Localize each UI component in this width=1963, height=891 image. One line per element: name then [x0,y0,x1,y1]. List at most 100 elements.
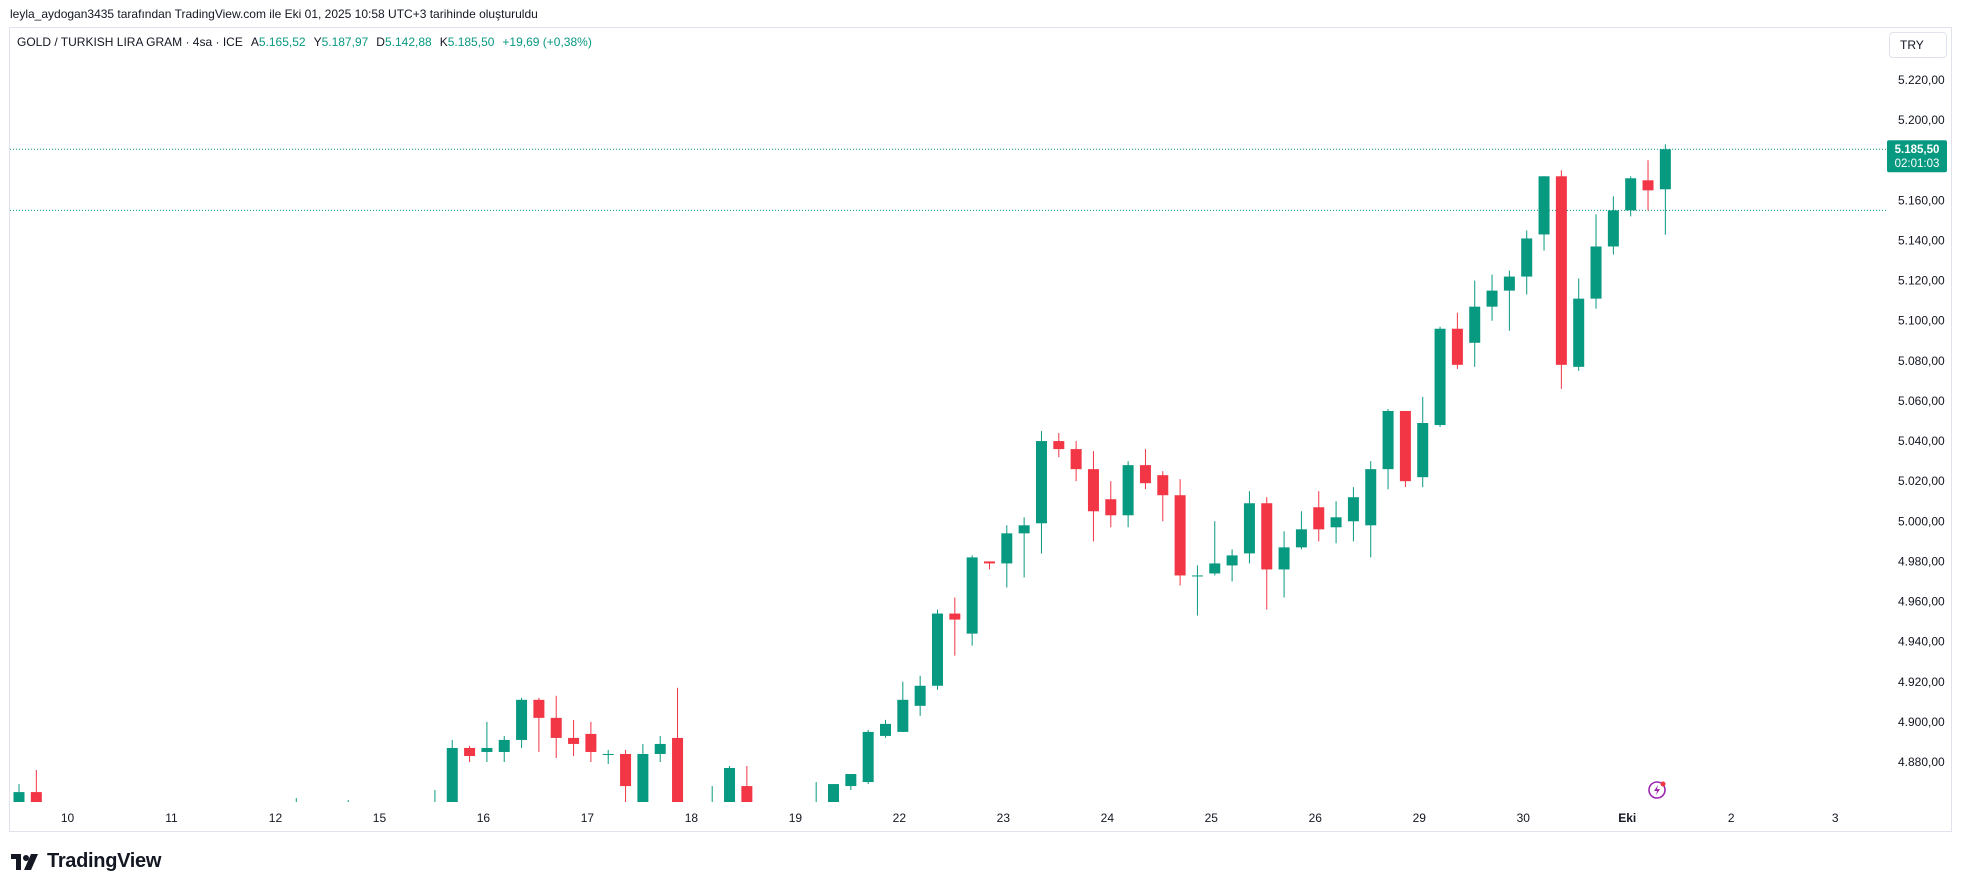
candle-up [1417,423,1429,478]
candle-up [811,802,822,803]
candle-down [1070,449,1082,470]
candle-down [30,792,42,802]
chart-caption: leyla_aydogan3435 tarafından TradingView… [10,7,538,21]
candle-up [1226,555,1238,566]
candle-up [602,753,614,755]
open-value: 5.165,52 [258,35,306,49]
candle-up [1486,290,1498,307]
x-tick-label: 25 [1205,811,1219,825]
candle-up [637,753,649,802]
candle-up [1243,503,1255,554]
x-tick-label: 30 [1517,811,1531,825]
y-tick-label: 4.920,00 [1898,675,1945,689]
candle-up [828,784,840,802]
y-tick-label: 4.880,00 [1898,755,1945,769]
high-label: Y [313,35,322,49]
y-tick-label: 5.000,00 [1898,514,1945,528]
candle-up [1191,575,1203,577]
y-tick-label: 5.120,00 [1898,274,1945,288]
candle-up [966,557,978,634]
candle-up [880,723,891,736]
y-tick-label: 5.060,00 [1898,394,1945,408]
y-tick-label: 4.960,00 [1898,595,1945,609]
y-tick-label: 4.980,00 [1898,554,1945,568]
candle-up [291,802,302,803]
y-tick-label: 5.100,00 [1898,314,1945,328]
candle-up [1521,238,1533,277]
y-tick-label: 5.160,00 [1898,193,1945,207]
x-tick-label: 10 [61,811,75,825]
candle-down [464,747,476,756]
candle-up [1538,176,1550,235]
candle-down [1139,465,1151,484]
candle-up [845,774,857,787]
close-label: K [439,35,448,49]
candle-down [983,561,995,564]
y-tick-label: 5.080,00 [1898,354,1945,368]
candle-up [13,792,25,802]
x-tick-label: 18 [685,811,699,825]
y-tick-label: 5.020,00 [1898,474,1945,488]
candle-up [1365,469,1377,526]
open-label: A [250,35,259,49]
candle-up [481,747,493,752]
x-tick-label: 12 [269,811,283,825]
x-tick-label: 26 [1309,811,1323,825]
candle-down [1105,499,1117,516]
candle-down [533,699,545,718]
candle-up [897,699,909,732]
tradingview-logo[interactable]: TradingView [11,850,161,873]
y-tick-label: 5.140,00 [1898,233,1945,247]
candle-up [498,739,510,752]
candle-down [1451,328,1463,365]
candle-down [1313,507,1325,530]
candle-down [1174,495,1186,576]
candle-down [1053,441,1065,450]
candle-up [1625,178,1637,211]
candle-down [672,737,684,802]
symbol-name[interactable]: GOLD / TURKISH LIRA GRAM · 4sa · ICE [17,35,243,49]
candle-down [1399,410,1411,482]
y-tick-label: 4.940,00 [1898,635,1945,649]
x-tick-label: 15 [373,811,387,825]
chart-frame [9,27,1952,832]
candle-up [1503,276,1515,291]
candle-up [1469,306,1481,343]
x-tick-label: Eki [1618,811,1636,825]
candle-up [1122,465,1134,516]
candle-up [1607,210,1619,247]
tradingview-logo-icon [11,853,38,870]
candle-up [1659,149,1671,190]
candle-up [1295,529,1307,548]
x-tick-label: 3 [1832,811,1839,825]
x-tick-label: 29 [1413,811,1427,825]
candle-up [707,802,718,803]
candle-up [516,699,528,740]
candle-down [568,737,580,744]
candle-down [620,753,632,787]
currency-button[interactable]: TRY [1889,32,1947,58]
y-tick-label: 5.200,00 [1898,113,1945,127]
candle-up [429,802,440,803]
candles-group [13,144,1671,803]
candle-up [1035,441,1047,524]
candle-up [724,768,736,802]
x-tick-label: 16 [477,811,491,825]
candle-up [1209,563,1221,574]
candle-up [654,743,666,754]
x-tick-label: 22 [893,811,907,825]
candle-up [1347,497,1359,522]
candle-up [343,802,354,803]
y-tick-label: 5.220,00 [1898,73,1945,87]
low-label: D [376,35,385,49]
x-tick-label: 23 [997,811,1011,825]
y-tick-label: 5.040,00 [1898,434,1945,448]
candle-down [949,613,961,620]
low-value: 5.142,88 [384,35,432,49]
lightning-icon[interactable] [1647,780,1667,800]
candle-up [446,747,458,802]
candle-down [585,733,597,752]
x-tick-label: 11 [165,811,178,825]
candle-down [1642,180,1654,191]
